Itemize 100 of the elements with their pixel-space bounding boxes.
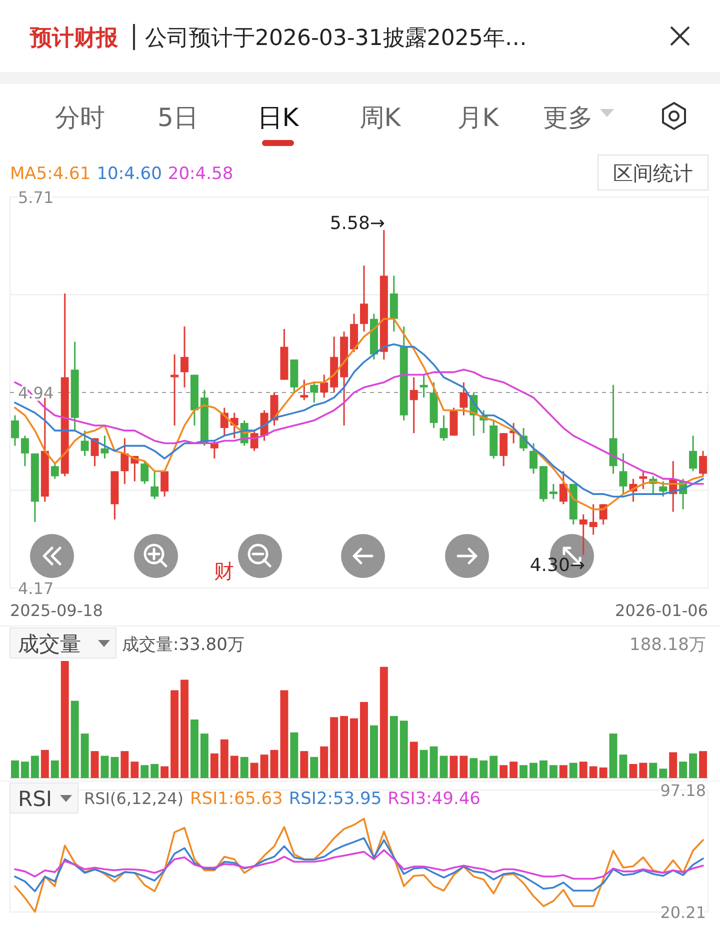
text: 更多 <box>543 103 593 132</box>
bar <box>599 767 608 778</box>
candlestick <box>180 326 188 388</box>
bar <box>280 690 288 778</box>
bar <box>150 764 159 778</box>
bar <box>320 746 328 778</box>
candlestick <box>250 430 258 452</box>
series-label: RSI2:53.95 <box>288 789 382 809</box>
candlestick <box>460 382 468 416</box>
bar <box>210 753 218 778</box>
candlestick <box>210 440 218 460</box>
bar <box>40 750 49 778</box>
candlestick <box>599 503 608 526</box>
bar <box>559 765 568 778</box>
bar <box>539 760 548 778</box>
bar <box>50 760 59 778</box>
chart-subtitle: 公司预计于2026-03-31披露2025年… <box>145 26 527 51</box>
candlestick <box>120 437 129 485</box>
candlestick <box>619 452 628 495</box>
candlestick <box>500 432 508 467</box>
bar <box>240 756 248 778</box>
bar <box>450 756 458 778</box>
series-label: RSI1:65.63 <box>190 789 283 809</box>
text: 分时 <box>55 103 105 132</box>
candlestick <box>10 414 19 447</box>
bar <box>340 716 348 778</box>
bar <box>649 762 658 778</box>
line-series <box>14 849 704 880</box>
bar <box>589 766 598 778</box>
bar <box>500 765 508 778</box>
candlestick <box>659 480 668 498</box>
candlestick <box>320 374 328 398</box>
bar <box>180 680 188 778</box>
candlestick <box>20 434 29 467</box>
bar <box>639 762 648 778</box>
candlestick <box>300 379 308 401</box>
bar <box>360 702 368 778</box>
y-tick-label: 4.17 <box>18 579 54 598</box>
text: 2026-01-06 <box>615 601 708 620</box>
candlestick <box>689 434 698 472</box>
candlestick <box>530 442 538 474</box>
line-series <box>14 343 704 498</box>
chart-title: 成交量 <box>18 632 81 656</box>
text: 区间统计 <box>613 161 693 185</box>
bar <box>679 762 688 778</box>
bar <box>200 734 208 778</box>
bar <box>170 690 179 778</box>
text: 10:4.60 <box>96 164 162 184</box>
candlestick <box>579 514 588 556</box>
bar <box>470 758 478 778</box>
candlestick <box>310 382 318 404</box>
bar <box>380 666 388 778</box>
chart-subtitle: RSI(6,12,24) <box>84 789 184 808</box>
candlestick <box>440 414 448 442</box>
bar <box>510 762 518 778</box>
text: 日K <box>257 103 300 132</box>
bar <box>440 756 448 778</box>
text: RSI3:49.46 <box>388 789 480 809</box>
candlestick <box>410 376 418 434</box>
bar <box>619 754 628 778</box>
bar <box>20 762 29 778</box>
text: 5日 <box>158 103 198 132</box>
bar <box>629 764 638 778</box>
bar <box>410 742 418 778</box>
bar <box>310 756 318 778</box>
text: 20:4.58 <box>168 164 234 184</box>
bar <box>430 746 438 778</box>
bar <box>520 765 528 778</box>
bar <box>609 734 618 778</box>
candlestick <box>699 450 708 478</box>
line-series <box>14 837 704 892</box>
bar <box>659 768 668 778</box>
bar <box>80 734 89 778</box>
bar <box>390 716 398 778</box>
bar <box>490 756 498 778</box>
candlestick <box>549 483 558 500</box>
bar <box>300 751 308 778</box>
bar <box>460 756 468 778</box>
text: 月K <box>457 103 500 132</box>
bar <box>420 750 428 778</box>
bar <box>160 766 169 778</box>
bar <box>260 754 268 778</box>
bar <box>120 751 129 778</box>
bar <box>480 760 488 778</box>
bar <box>270 750 278 778</box>
bar <box>70 700 79 778</box>
text: 周K <box>359 103 402 132</box>
bar <box>549 765 558 778</box>
bar <box>220 739 228 778</box>
chart-title: 预计财报 <box>29 26 119 51</box>
candlestick <box>50 462 59 480</box>
candlestick <box>559 470 568 505</box>
candlestick <box>150 470 159 500</box>
bar <box>330 717 338 778</box>
bar <box>669 752 678 778</box>
bar <box>90 751 99 778</box>
bar <box>569 762 578 778</box>
bar <box>579 762 588 778</box>
candlestick <box>140 460 149 485</box>
bar <box>350 718 358 778</box>
